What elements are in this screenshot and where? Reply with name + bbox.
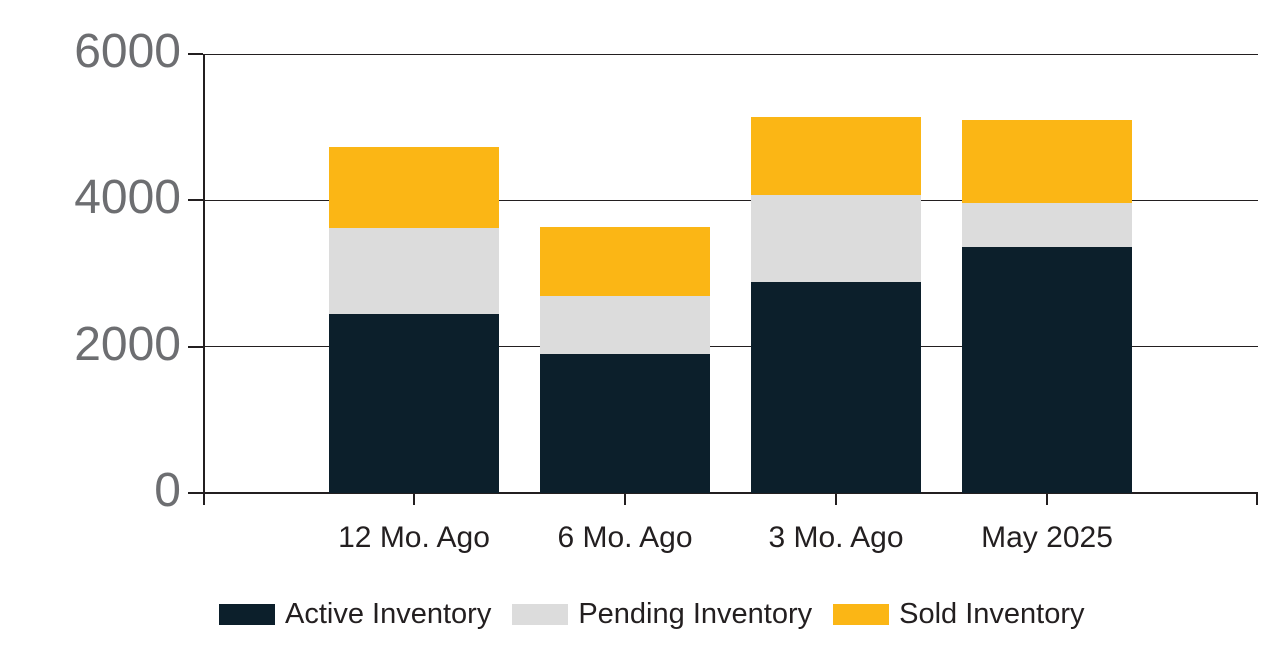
- legend-swatch: [833, 603, 890, 625]
- bar-segment-active-inventory: [751, 282, 921, 493]
- y-axis-tick-label: 0: [154, 464, 181, 517]
- y-tick-0: [188, 492, 203, 494]
- x-tick-4: [1046, 493, 1048, 505]
- plot-area: [203, 53, 1258, 505]
- bar-may-2025: [962, 119, 1132, 493]
- bar-segment-pending-inventory: [962, 203, 1132, 248]
- legend-label: Sold Inventory: [899, 597, 1085, 630]
- legend-label: Active Inventory: [285, 597, 492, 630]
- gridline-6000: [203, 53, 1258, 55]
- x-axis-tick-label: 6 Mo. Ago: [557, 521, 693, 554]
- legend-item-pending-inventory: Pending Inventory: [512, 598, 812, 631]
- bar-segment-active-inventory: [540, 353, 710, 493]
- gridline-2000: [203, 346, 1258, 348]
- y-axis-tick-label: 6000: [74, 25, 181, 78]
- x-tick-3: [835, 493, 837, 505]
- legend-swatch: [512, 603, 569, 625]
- bar-segment-sold-inventory: [540, 226, 710, 297]
- y-axis-line: [203, 54, 205, 505]
- x-axis-tick-label: May 2025: [981, 521, 1113, 554]
- bar-segment-pending-inventory: [540, 296, 710, 354]
- y-axis-tick-label: 2000: [74, 317, 181, 371]
- y-tick-4000: [188, 199, 203, 202]
- y-tick-2000: [188, 345, 203, 348]
- bar-segment-active-inventory: [962, 247, 1132, 493]
- bar-segment-sold-inventory: [751, 116, 921, 196]
- gridline-4000: [203, 199, 1258, 201]
- y-axis-tick-label: 4000: [74, 171, 181, 225]
- legend-swatch: [219, 603, 275, 625]
- bar-3-mo-ago: [751, 116, 921, 493]
- x-axis-end-tick: [1256, 493, 1258, 505]
- x-axis-tick-label: 3 Mo. Ago: [768, 521, 904, 554]
- legend-item-active-inventory: Active Inventory: [219, 598, 491, 631]
- bar-segment-sold-inventory: [329, 146, 499, 229]
- legend-item-sold-inventory: Sold Inventory: [833, 597, 1085, 631]
- bar-segment-pending-inventory: [329, 228, 499, 314]
- bar-6-mo-ago: [540, 226, 710, 493]
- legend: Active Inventory Pending Inventory Sold In…: [219, 598, 1085, 630]
- bar-segment-active-inventory: [329, 313, 499, 493]
- legend-label: Pending Inventory: [578, 597, 813, 630]
- x-axis-tick-label: 12 Mo. Ago: [338, 521, 490, 554]
- bar-segment-pending-inventory: [751, 195, 921, 283]
- bar-segment-sold-inventory: [962, 119, 1132, 204]
- x-tick-1: [413, 493, 415, 505]
- x-tick-2: [624, 493, 626, 505]
- y-tick-6000: [188, 53, 203, 55]
- bar-12-mo-ago: [329, 146, 499, 493]
- x-axis-line: [203, 492, 1258, 494]
